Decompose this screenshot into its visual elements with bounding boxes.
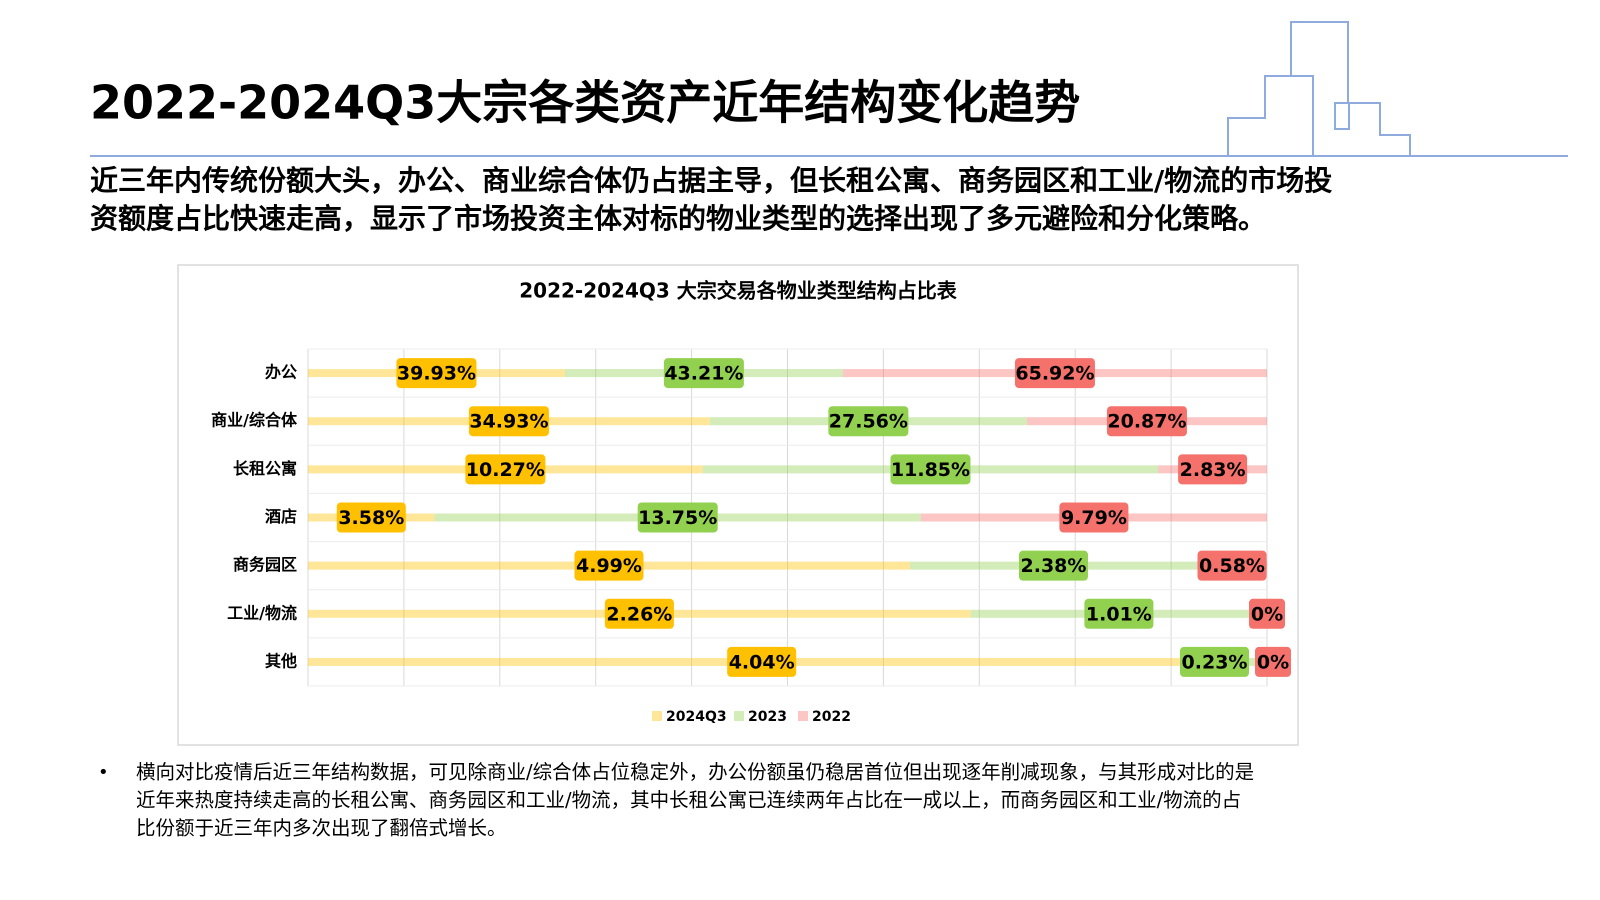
data-label: 13.75% bbox=[638, 507, 717, 529]
data-label: 10.27% bbox=[466, 459, 545, 481]
building-decoration bbox=[1265, 75, 1314, 156]
label-box bbox=[1018, 550, 1088, 581]
subtitle-line: 资额度占比快速走高，显示了市场投资主体对标的物业类型的选择出现了多元避险和分化策… bbox=[90, 202, 1266, 235]
label-box bbox=[1249, 598, 1285, 629]
data-label: 20.87% bbox=[1107, 411, 1186, 433]
label-box bbox=[574, 550, 644, 581]
label-box bbox=[1197, 550, 1267, 581]
y-tick-label: 工业/物流 bbox=[227, 603, 297, 622]
legend-swatch bbox=[734, 711, 744, 721]
slide-title: 2022-2024Q3大宗各类资产近年结构变化趋势 bbox=[90, 76, 1080, 130]
label-box bbox=[1014, 358, 1095, 389]
label-box bbox=[1178, 454, 1248, 485]
label-box bbox=[637, 502, 718, 533]
data-label: 2.83% bbox=[1180, 459, 1246, 481]
legend-swatch bbox=[652, 711, 662, 721]
subtitle-line: 近三年内传统份额大头，办公、商业综合体仍占据主导，但长租公寓、商务园区和工业/物… bbox=[90, 164, 1332, 197]
label-box bbox=[396, 358, 477, 389]
label-box bbox=[1084, 598, 1154, 629]
legend-label: 2022 bbox=[812, 709, 851, 725]
note-line: 横向对比疫情后近三年结构数据，可见除商业/综合体占位稳定外，办公份额虽仍稳居首位… bbox=[136, 761, 1254, 784]
data-label: 4.04% bbox=[729, 651, 795, 673]
y-tick-label: 长租公寓 bbox=[233, 459, 297, 478]
data-label: 65.92% bbox=[1015, 363, 1094, 385]
data-label: 27.56% bbox=[829, 411, 908, 433]
legend-label: 2023 bbox=[748, 709, 787, 725]
data-label: 11.85% bbox=[891, 459, 970, 481]
label-box bbox=[727, 646, 797, 677]
data-label: 0% bbox=[1257, 651, 1289, 673]
label-box bbox=[890, 454, 971, 485]
label-box bbox=[828, 406, 909, 437]
legend-swatch bbox=[798, 711, 808, 721]
label-box bbox=[1059, 502, 1129, 533]
label-box bbox=[465, 454, 546, 485]
data-label: 43.21% bbox=[664, 363, 743, 385]
label-box bbox=[1106, 406, 1187, 437]
label-box bbox=[663, 358, 744, 389]
y-tick-label: 酒店 bbox=[265, 507, 297, 526]
building-window bbox=[1334, 102, 1350, 130]
data-label: 4.99% bbox=[576, 555, 642, 577]
data-label: 0.58% bbox=[1199, 555, 1265, 577]
y-tick-label: 商务园区 bbox=[233, 555, 297, 574]
label-box bbox=[1255, 646, 1291, 677]
data-label: 2.38% bbox=[1021, 555, 1087, 577]
y-tick-label: 其他 bbox=[265, 651, 297, 670]
data-label: 34.93% bbox=[469, 411, 548, 433]
chart-title: 2022-2024Q3 大宗交易各物业类型结构占比表 bbox=[519, 279, 958, 303]
bullet: • bbox=[98, 762, 109, 783]
data-label: 0% bbox=[1251, 603, 1283, 625]
legend-label: 2024Q3 bbox=[666, 709, 727, 725]
data-label: 3.58% bbox=[338, 507, 404, 529]
y-tick-label: 商业/综合体 bbox=[211, 411, 298, 430]
note-line: 比份额于近三年内多次出现了翻倍式增长。 bbox=[136, 817, 507, 840]
data-label: 2.26% bbox=[606, 603, 672, 625]
label-box bbox=[604, 598, 674, 629]
building-decoration bbox=[1227, 21, 1411, 156]
label-box bbox=[336, 502, 406, 533]
label-box bbox=[1180, 646, 1249, 677]
label-box bbox=[468, 406, 549, 437]
y-tick-label: 办公 bbox=[265, 363, 297, 382]
data-label: 39.93% bbox=[397, 363, 476, 385]
data-label: 1.01% bbox=[1086, 603, 1152, 625]
data-label: 9.79% bbox=[1061, 507, 1127, 529]
data-label: 0.23% bbox=[1182, 651, 1248, 673]
note-line: 近年来热度持续走高的长租公寓、商务园区和工业/物流，其中长租公寓已连续两年占比在… bbox=[136, 789, 1241, 812]
